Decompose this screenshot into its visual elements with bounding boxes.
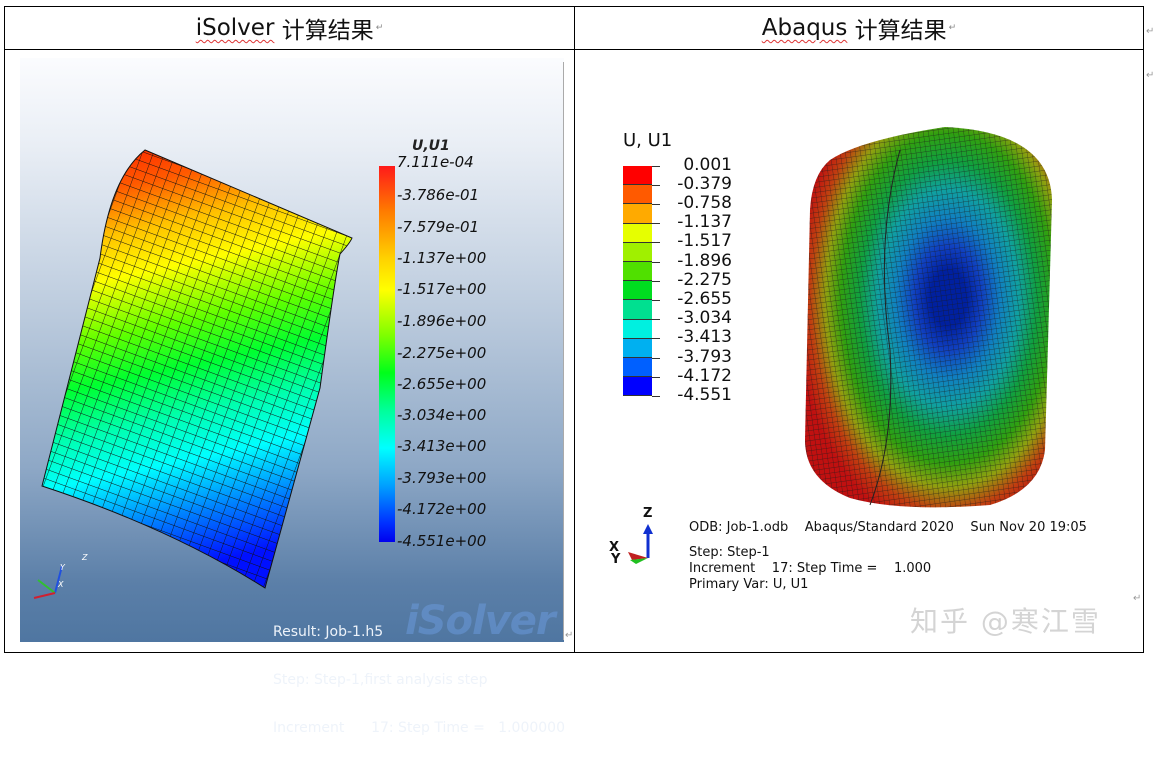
legend-label: -2.275 <box>677 270 732 290</box>
legend-swatch <box>623 319 652 339</box>
image-border <box>563 62 564 640</box>
header-isolver-en: iSolver <box>195 15 275 41</box>
legend-label: 7.111e-04 <box>397 153 474 171</box>
isolver-legend-title: U,U1 <box>412 138 450 154</box>
isolver-info: Result: Job-1.h5 Step: Step-1,first anal… <box>273 592 565 768</box>
legend-swatch <box>623 300 652 320</box>
triad-z-label: Z <box>643 506 653 521</box>
legend-label: -1.517 <box>677 231 732 251</box>
column-divider <box>574 7 575 652</box>
isolver-watermark: iSolver <box>405 598 556 644</box>
abaqus-legend-labels: 0.001 -0.379 -0.758 -1.137 -1.517 -1.896… <box>652 156 732 416</box>
axis-triad-icon <box>33 565 63 599</box>
legend-label: -3.786e-01 <box>397 186 480 204</box>
abaqus-primary-var: Primary Var: U, U1 <box>689 577 809 592</box>
isolver-color-bar <box>379 166 395 542</box>
legend-label: -3.034 <box>677 308 732 328</box>
legend-label: -1.517e+00 <box>397 280 487 298</box>
abaqus-triad-icon <box>628 524 653 564</box>
abaqus-odb-info: ODB: Job-1.odb Abaqus/Standard 2020 Sun … <box>689 520 1087 535</box>
abaqus-step-info: Step: Step-1 <box>689 545 770 560</box>
info-line: Step: Step-1,first analysis step <box>273 672 488 688</box>
legend-swatch <box>623 223 652 243</box>
header-abaqus: Abaqus 计算结果 ↵ <box>575 7 1143 49</box>
zhihu-watermark: 知乎 @寒江雪 <box>910 605 1101 638</box>
abaqus-mesh-plot <box>805 127 1052 508</box>
legend-swatch <box>623 261 652 282</box>
triad-y-label: Y <box>60 563 65 572</box>
paragraph-mark-icon: ↵ <box>375 23 384 33</box>
legend-swatch <box>623 242 652 262</box>
legend-swatch <box>623 338 652 358</box>
legend-swatch <box>623 185 652 205</box>
paragraph-mark-icon: ↵ <box>1146 26 1153 37</box>
legend-label: -7.579e-01 <box>397 218 480 236</box>
legend-label: 0.001 <box>683 155 732 175</box>
legend-label: -1.896 <box>677 251 732 271</box>
paragraph-mark-icon: ↵ <box>1133 593 1142 604</box>
legend-label: -2.655e+00 <box>397 375 487 393</box>
triad-z-label: Z <box>82 553 88 562</box>
paragraph-mark-icon: ↵ <box>948 23 957 33</box>
legend-swatch <box>623 204 652 224</box>
legend-swatch <box>623 377 652 397</box>
legend-swatch <box>623 357 652 378</box>
abaqus-increment-info: Increment 17: Step Time = 1.000 <box>689 561 932 576</box>
header-abaqus-en: Abaqus <box>761 15 848 41</box>
header-abaqus-zh: 计算结果 <box>854 18 947 44</box>
legend-label: -1.896e+00 <box>397 312 487 330</box>
legend-label: -2.275e+00 <box>397 344 487 362</box>
triad-x-label: X <box>609 540 620 555</box>
legend-label: -1.137 <box>677 212 732 232</box>
legend-swatch <box>623 166 652 186</box>
legend-label: -1.137e+00 <box>397 249 487 267</box>
legend-label: -4.172 <box>677 366 732 386</box>
paragraph-mark-icon: ↵ <box>1146 70 1153 81</box>
legend-label: -3.413 <box>677 327 732 347</box>
info-line: Increment 17: Step Time = 1.000000 <box>273 720 565 736</box>
legend-label: -2.655 <box>677 289 732 309</box>
isolver-mesh-plot <box>33 149 353 599</box>
legend-label: -4.551e+00 <box>397 532 487 550</box>
header-isolver-zh: 计算结果 <box>281 18 374 44</box>
paragraph-mark-icon: ↵ <box>565 630 574 641</box>
legend-swatch <box>623 281 652 301</box>
legend-label: -3.793 <box>677 347 732 367</box>
legend-label: -3.413e+00 <box>397 437 487 455</box>
abaqus-color-bar <box>623 166 652 397</box>
info-line: Result: Job-1.h5 <box>273 624 384 640</box>
isolver-result-image: Z Y X U,U1 7.111e-04 -3.786e-01 -7.579e-… <box>20 58 565 736</box>
legend-label: -0.379 <box>677 174 732 194</box>
legend-label: -3.034e+00 <box>397 406 487 424</box>
legend-label: -4.551 <box>677 385 732 405</box>
abaqus-legend-title: U, U1 <box>623 130 673 151</box>
triad-y-label: Y <box>611 552 621 567</box>
comparison-table: iSolver 计算结果 ↵ Abaqus 计算结果 ↵ <box>4 6 1144 653</box>
legend-label: -3.793e+00 <box>397 469 487 487</box>
legend-label: -4.172e+00 <box>397 500 487 518</box>
legend-label: -0.758 <box>677 193 732 213</box>
triad-x-label: X <box>58 580 64 589</box>
header-isolver: iSolver 计算结果 ↵ <box>5 7 574 49</box>
